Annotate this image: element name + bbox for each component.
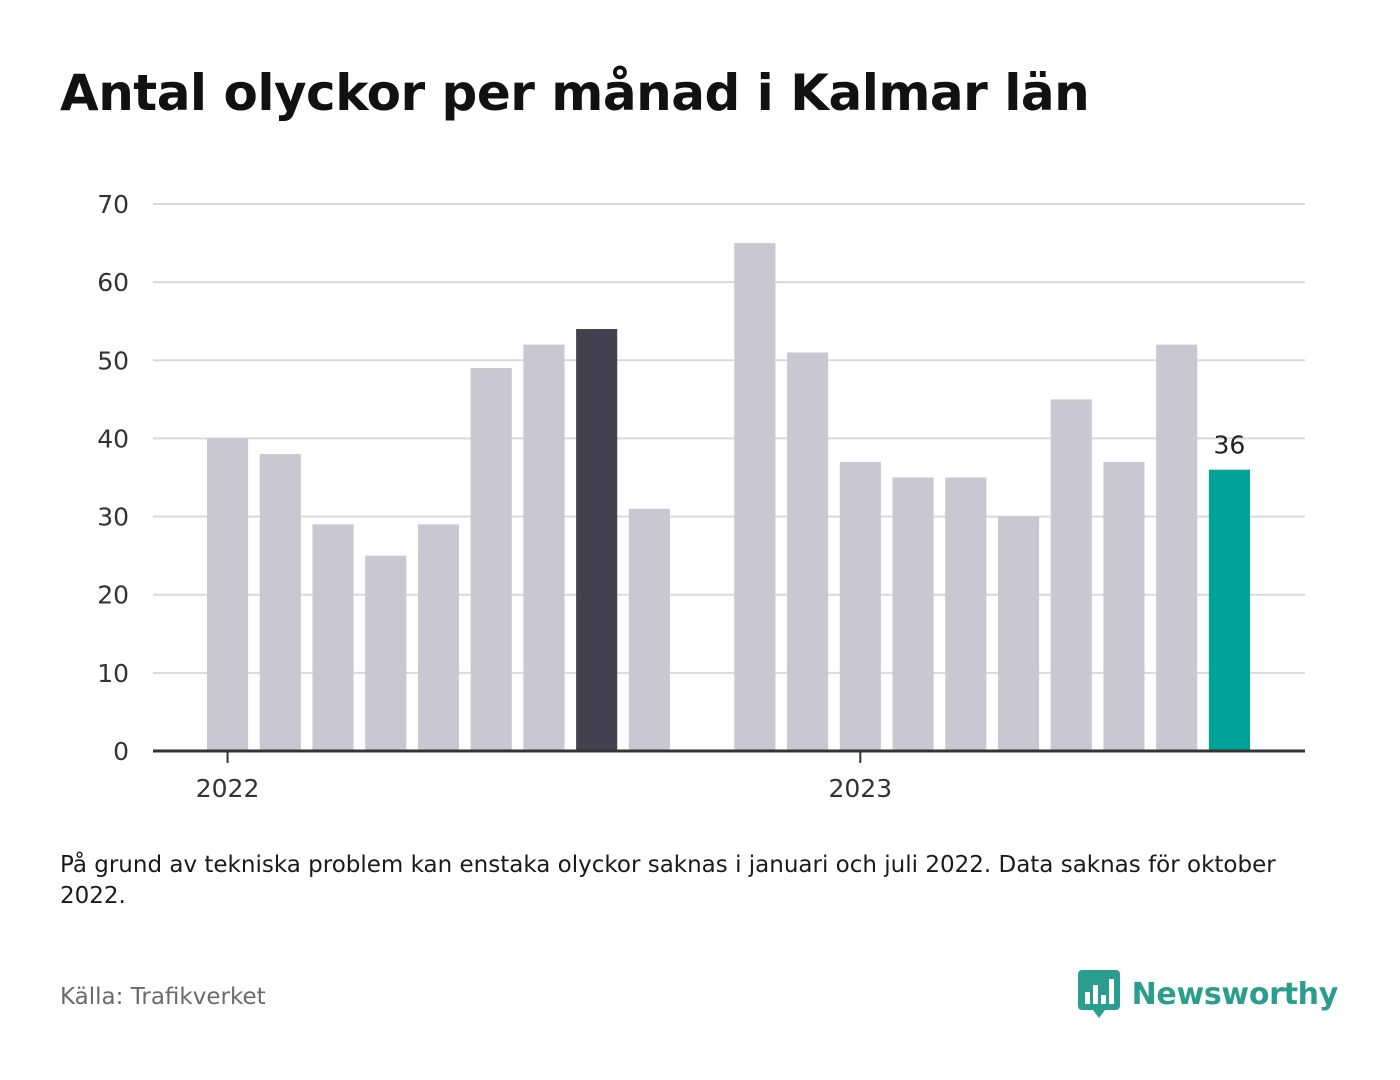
bar-2022-04 [365,555,407,751]
brand-name: Newsworthy [1131,976,1339,1012]
bar-2023-08 [1208,469,1250,751]
y-tick-label-60: 60 [97,268,129,297]
bars [207,243,1250,752]
bar-2023-07 [1156,344,1198,751]
bar-2023-06 [1103,461,1145,751]
data-label-2023-08: 36 [1214,431,1246,460]
bar-2022-05 [417,524,460,751]
y-tick-label-50: 50 [97,346,129,375]
bar-2023-05 [1050,399,1092,751]
data-labels: 36 [1214,431,1246,460]
x-axis-tick-labels: 2022 2023 [196,751,892,803]
y-tick-label-70: 70 [97,190,129,219]
bar-2023-02 [892,477,934,751]
bar-2022-02 [259,454,301,751]
bar-2022-01 [207,438,249,751]
bar-2023-01 [839,461,881,751]
x-tick-label-2022: 2022 [196,774,260,803]
bar-chart: 0 10 20 30 40 50 60 70 2022 2023 36 [97,190,1305,803]
brand-logo: Newsworthy [1077,970,1339,1018]
bar-2022-12 [787,352,829,751]
y-tick-label-10: 10 [97,659,129,688]
bar-2022-03 [312,524,354,751]
source-credit: Källa: Trafikverket [60,984,266,1010]
chart-note: På grund av tekniska problem kan enstaka… [60,852,1276,909]
bar-2022-09 [628,508,670,751]
bar-2022-08 [576,329,618,751]
bar-2023-03 [945,477,987,751]
y-tick-label-20: 20 [97,581,129,610]
bar-2022-07 [523,344,565,751]
bar-2023-04 [997,516,1040,751]
y-axis-tick-labels: 0 10 20 30 40 50 60 70 [97,190,129,766]
y-tick-label-40: 40 [97,424,129,453]
x-tick-label-2023: 2023 [829,774,893,803]
bar-2022-11 [734,243,776,752]
y-tick-label-30: 30 [97,503,129,532]
y-tick-label-0: 0 [113,737,129,766]
chart-title: Antal olyckor per månad i Kalmar län [60,64,1090,122]
bar-chart-speech-bubble-icon [1077,970,1120,1018]
bar-2022-06 [470,368,512,751]
